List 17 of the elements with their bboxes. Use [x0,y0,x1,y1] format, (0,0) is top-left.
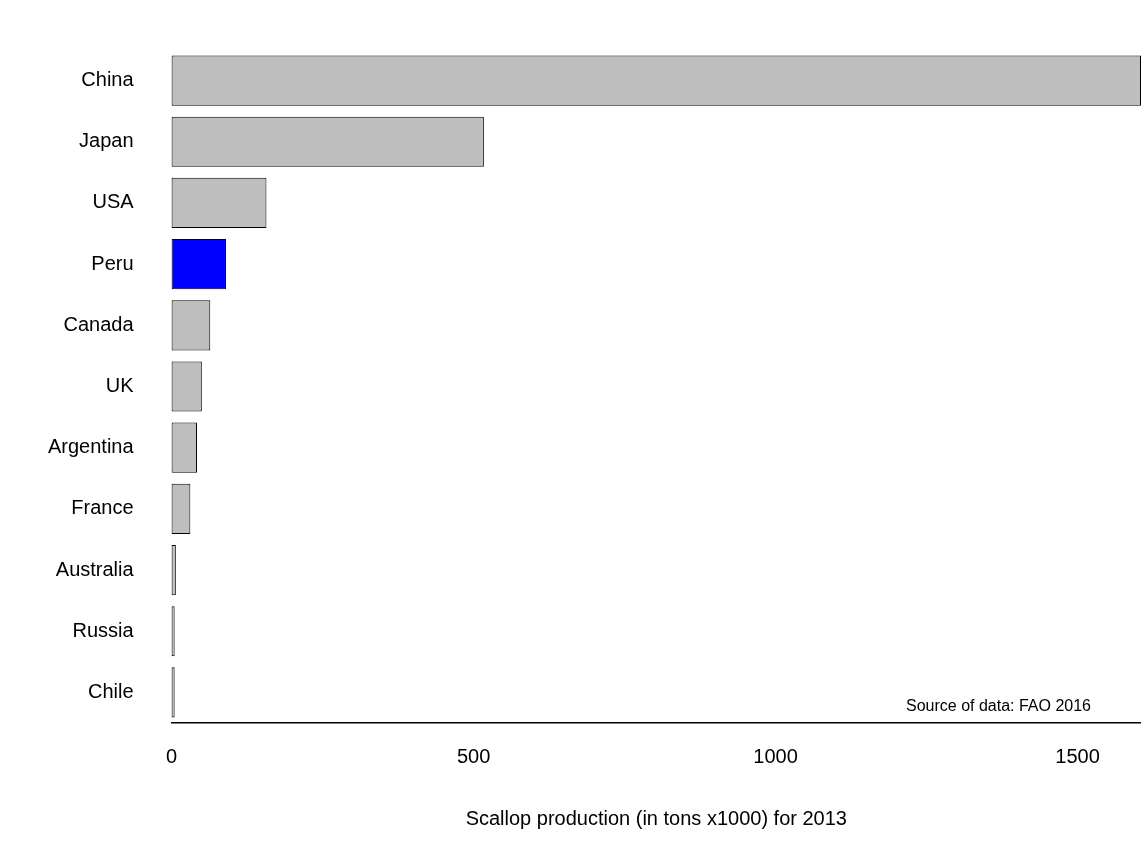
annotation: Source of data: FAO 2016 [905,697,1092,715]
x-tick-label: 0 [166,744,178,767]
y-tick-label: Peru [91,251,134,274]
x-tick-label: 1000 [753,744,798,767]
x-axis-title: Scallop production (in tons x1000) for 2013 [465,806,847,829]
y-tick-label: Australia [55,557,135,580]
y-tick-label: Japan [79,129,134,152]
y-tick-label: USA [92,190,135,213]
y-tick-label: Argentina [47,435,135,458]
y-tick-label: Russia [72,618,135,641]
y-tick-label: China [81,68,135,91]
y-tick-label: Chile [88,679,134,702]
y-tick-label: Canada [63,312,135,335]
y-tick-label: UK [105,374,135,397]
x-tick-label: 1500 [1055,744,1100,767]
x-tick-label: 500 [456,744,491,767]
y-tick-label: France [71,496,134,519]
